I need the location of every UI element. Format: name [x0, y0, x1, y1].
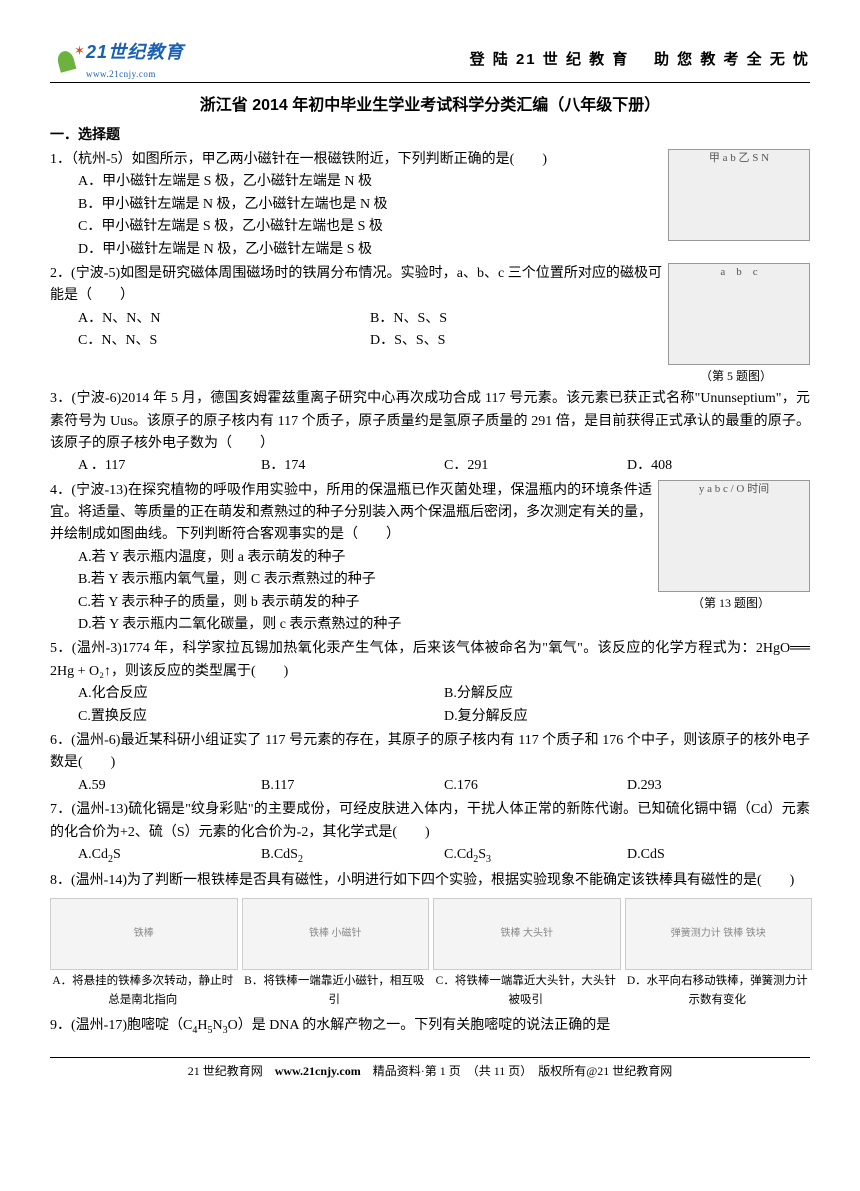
q6-opt-b: B.117: [261, 775, 444, 797]
doc-title: 浙江省 2014 年初中毕业生学业考试科学分类汇编（八年级下册）: [50, 93, 810, 119]
q6-opt-d: D.293: [627, 775, 810, 797]
q7-opt-c: C.Cd2S3: [444, 844, 627, 868]
q7-opt-b: B.CdS2: [261, 844, 444, 868]
question-1: 甲 a b 乙 S N 1．（杭州-5）如图所示，甲乙两小磁针在一根磁铁附近，下…: [50, 149, 810, 261]
q2-opt-c: C．N、N、S: [78, 330, 370, 352]
q7-opts: A.Cd2S B.CdS2 C.Cd2S3 D.CdS: [50, 844, 810, 868]
q6-opts: A.59 B.117 C.176 D.293: [50, 775, 810, 797]
q8-fig-b: 铁棒 小磁针 B．将铁棒一端靠近小磁针，相互吸引: [242, 898, 428, 1009]
q3-opt-c: C．291: [444, 455, 627, 477]
question-5: 5．(温州-3)1774 年，科学家拉瓦锡加热氧化汞产生气体，后来该气体被命名为…: [50, 638, 810, 728]
q2-opt-b: B．N、S、S: [370, 308, 662, 330]
question-4: y a b c / O 时间 （第 13 题图） 4．(宁波-13)在探究植物的…: [50, 480, 810, 637]
q2-opt-a: A．N、N、N: [78, 308, 370, 330]
q8-opt-a: A．将悬挂的铁棒多次转动，静止时总是南北指向: [50, 972, 236, 1009]
question-3: 3．(宁波-6)2014 年 5 月，德国亥姆霍兹重离子研究中心再次成功合成 1…: [50, 388, 810, 478]
question-8: 8．(温州-14)为了判断一根铁棒是否具有磁性，小明进行如下四个实验，根据实验现…: [50, 870, 810, 1009]
logo-title: 21世纪教育: [86, 38, 184, 67]
q8-fig-b-box: 铁棒 小磁针: [242, 898, 430, 970]
q2-fig-caption: （第 5 题图）: [662, 367, 810, 386]
q8-stem: 8．(温州-14)为了判断一根铁棒是否具有磁性，小明进行如下四个实验，根据实验现…: [50, 870, 810, 892]
q8-opt-b: B．将铁棒一端靠近小磁针，相互吸引: [242, 972, 428, 1009]
q7-opt-d: D.CdS: [627, 844, 810, 868]
question-2: a b c （第 5 题图） 2．(宁波-5)如图是研究磁体周围磁场时的铁屑分布…: [50, 263, 810, 386]
q5-opt-d: D.复分解反应: [444, 706, 810, 728]
page-header: ✶ 21世纪教育 www.21cnjy.com 登 陆 21 世 纪 教 育 助…: [50, 40, 810, 83]
q6-stem: 6．(温州-6)最近某科研小组证实了 117 号元素的存在，其原子的原子核内有 …: [50, 730, 810, 775]
footer-url: www.21cnjy.com: [275, 1064, 361, 1078]
page-footer: 21 世纪教育网 www.21cnjy.com 精品资料·第 1 页 （共 11…: [50, 1057, 810, 1081]
logo-icon: ✶: [50, 43, 84, 77]
q1-figure: 甲 a b 乙 S N: [668, 149, 810, 241]
q5-opts-row2: C.置换反应 D.复分解反应: [50, 706, 810, 728]
q2-figure: a b c: [668, 263, 810, 365]
q4-opt-d: D.若 Y 表示瓶内二氧化碳量，则 c 表示煮熟过的种子: [50, 614, 810, 636]
q3-opt-a: A ．117: [78, 455, 261, 477]
question-9: 9．(温州-17)胞嘧啶（C4H5N3O）是 DNA 的水解产物之一。下列有关胞…: [50, 1015, 810, 1039]
q6-opt-c: C.176: [444, 775, 627, 797]
footer-pageinfo: 精品资料·第 1 页 （共 11 页） 版权所有@21 世纪教育网: [373, 1064, 673, 1078]
q8-figures: 铁棒 A．将悬挂的铁棒多次转动，静止时总是南北指向 铁棒 小磁针 B．将铁棒一端…: [50, 898, 810, 1009]
site-logo: ✶ 21世纪教育 www.21cnjy.com: [50, 40, 220, 80]
q8-fig-c-box: 铁棒 大头针: [433, 898, 621, 970]
q5-opts-row1: A.化合反应 B.分解反应: [50, 683, 810, 705]
q2-opts-row2: C．N、N、S D．S、S、S: [50, 330, 662, 352]
q3-stem: 3．(宁波-6)2014 年 5 月，德国亥姆霍兹重离子研究中心再次成功合成 1…: [50, 388, 810, 455]
q7-stem: 7．(温州-13)硫化镉是"纹身彩贴"的主要成份，可经皮肤进入体内，干扰人体正常…: [50, 799, 810, 844]
q8-fig-d: 弹簧测力计 铁棒 铁块 D．水平向右移动铁棒，弹簧测力计示数有变化: [625, 898, 811, 1009]
q5-stem: 5．(温州-3)1774 年，科学家拉瓦锡加热氧化汞产生气体，后来该气体被命名为…: [50, 638, 810, 683]
question-6: 6．(温州-6)最近某科研小组证实了 117 号元素的存在，其原子的原子核内有 …: [50, 730, 810, 797]
q8-fig-a: 铁棒 A．将悬挂的铁棒多次转动，静止时总是南北指向: [50, 898, 236, 1009]
q6-opt-a: A.59: [78, 775, 261, 797]
q8-fig-d-box: 弹簧测力计 铁棒 铁块: [625, 898, 813, 970]
slogan-left: 登 陆 21 世 纪 教 育: [470, 51, 630, 68]
q8-fig-a-box: 铁棒: [50, 898, 238, 970]
q1-opt-d: D．甲小磁针左端是 N 极，乙小磁针左端是 S 极: [50, 239, 810, 261]
q4-figure: y a b c / O 时间: [658, 480, 810, 592]
q4-fig-caption: （第 13 题图）: [652, 594, 810, 613]
q9-stem: 9．(温州-17)胞嘧啶（C4H5N3O）是 DNA 的水解产物之一。下列有关胞…: [50, 1015, 810, 1039]
q3-opts: A ．117 B．174 C．291 D．408: [50, 455, 810, 477]
question-7: 7．(温州-13)硫化镉是"纹身彩贴"的主要成份，可经皮肤进入体内，干扰人体正常…: [50, 799, 810, 868]
q2-opts-row1: A．N、N、N B．N、S、S: [50, 308, 662, 330]
q2-opt-d: D．S、S、S: [370, 330, 662, 352]
q8-fig-c: 铁棒 大头针 C．将铁棒一端靠近大头针，大头针被吸引: [433, 898, 619, 1009]
q7-opt-a: A.Cd2S: [78, 844, 261, 868]
q5-opt-b: B.分解反应: [444, 683, 810, 705]
q8-opt-d: D．水平向右移动铁棒，弹簧测力计示数有变化: [625, 972, 811, 1009]
q3-opt-b: B．174: [261, 455, 444, 477]
header-slogan: 登 陆 21 世 纪 教 育 助 您 教 考 全 无 忧: [470, 48, 810, 72]
q5-opt-a: A.化合反应: [78, 683, 444, 705]
logo-url-text: www.21cnjy.com: [86, 67, 184, 81]
q8-opt-c: C．将铁棒一端靠近大头针，大头针被吸引: [433, 972, 619, 1009]
footer-site: 21 世纪教育网: [188, 1064, 263, 1078]
q5-opt-c: C.置换反应: [78, 706, 444, 728]
section-heading: 一．选择题: [50, 125, 810, 147]
slogan-right: 助 您 教 考 全 无 忧: [654, 51, 810, 68]
q3-opt-d: D．408: [627, 455, 810, 477]
